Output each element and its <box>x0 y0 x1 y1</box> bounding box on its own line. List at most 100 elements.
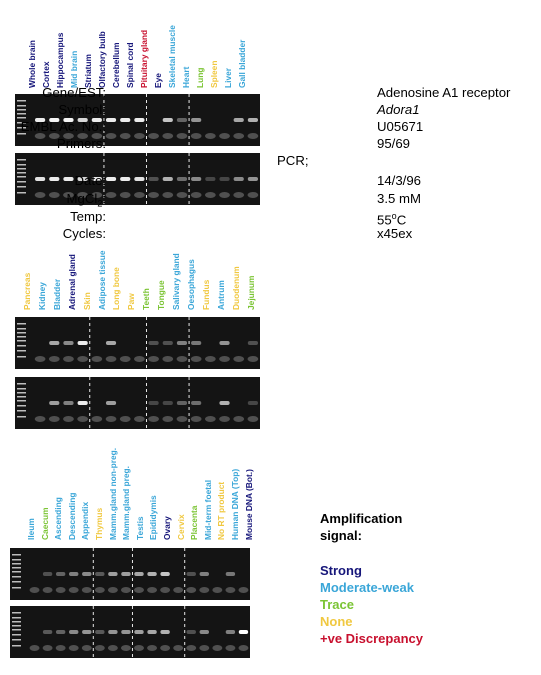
ladder-band <box>17 405 26 407</box>
pcr-band <box>147 630 157 634</box>
primer-dimer-band <box>34 192 46 198</box>
pcr-band <box>134 572 144 576</box>
primer-dimer-band <box>134 356 145 362</box>
pcr-band <box>77 341 88 345</box>
primer-dimer-band <box>148 192 159 198</box>
lane-label: Salivary gland <box>171 253 181 310</box>
pcr-band <box>199 572 209 576</box>
primer-dimer-band <box>119 133 131 139</box>
primer-dimer-band <box>247 416 259 422</box>
primer-dimer-band <box>199 645 210 651</box>
pcr-band <box>176 118 188 122</box>
pcr-band <box>176 341 188 345</box>
pcr-band <box>42 630 53 634</box>
primer-dimer-band <box>247 356 259 362</box>
primer-dimer-band <box>48 133 60 139</box>
pcr-band <box>105 177 117 181</box>
ladder-band <box>17 164 26 166</box>
ladder-band <box>17 122 26 124</box>
primer-dimer-band <box>219 133 230 139</box>
lane-label: Whole brain <box>27 40 37 88</box>
primer-dimer-band <box>190 356 202 362</box>
ladder-band <box>17 127 26 129</box>
pcr-band <box>77 177 88 181</box>
pcr-band <box>134 177 145 181</box>
primer-dimer-band <box>162 133 174 139</box>
primer-dimer-band <box>107 587 118 593</box>
lane-label: Antrum <box>215 280 226 310</box>
primer-dimer-band <box>34 416 46 422</box>
primer-dimer-band <box>42 645 53 651</box>
primer-dimer-band <box>247 192 259 198</box>
lane-label: Striatum <box>83 54 93 88</box>
pcr-band <box>148 341 159 345</box>
primer-dimer-band <box>148 133 159 139</box>
ladder-band <box>17 168 26 170</box>
primer-dimer-band <box>233 356 245 362</box>
gel-image-1b <box>15 153 260 205</box>
primer-dimer-band <box>162 192 174 198</box>
pcr-band <box>49 401 60 405</box>
symbol-label: Symbol: <box>58 102 106 117</box>
legend-title-line2: signal: <box>320 528 362 543</box>
legend-item-moderate: Moderate-weak <box>320 580 414 595</box>
lane-label: Caecum <box>39 507 50 540</box>
lane-label: Liver <box>223 67 233 88</box>
primer-dimer-band <box>176 416 188 422</box>
pcr-band <box>176 177 188 181</box>
pcr-band <box>219 401 230 405</box>
lane-label: Teeth <box>141 288 152 310</box>
pcr-band <box>191 177 202 181</box>
date-label: Date: <box>74 173 106 188</box>
ladder-band <box>17 396 26 398</box>
pcr-band <box>120 177 131 181</box>
ladder-band <box>17 181 26 183</box>
ladder-band <box>12 554 21 556</box>
primer-dimer-band <box>160 645 171 651</box>
ladder-band <box>12 645 21 647</box>
pcr-band <box>121 630 131 634</box>
pcr-band <box>191 341 202 345</box>
primer-dimer-band <box>212 645 223 651</box>
pcr-band <box>63 118 74 122</box>
pcr-band <box>42 572 53 576</box>
primer-dimer-band <box>91 192 103 198</box>
ladder-band <box>12 617 21 619</box>
lane-label: Oesophagus <box>185 259 196 310</box>
lane-label: Cervix <box>175 514 186 540</box>
primer-dimer-band <box>238 645 249 651</box>
pcr-band <box>247 401 259 405</box>
pcr-band <box>162 118 173 122</box>
legend-item-trace: Trace <box>320 597 354 612</box>
gel-image-3a <box>10 548 250 600</box>
ladder-band <box>17 323 26 325</box>
pcr-band <box>55 630 66 634</box>
primer-dimer-band <box>204 133 216 139</box>
lane-label: Jejunum <box>245 275 256 310</box>
ladder-band <box>12 634 21 636</box>
lane-label: Lung <box>195 67 205 88</box>
ladder-band <box>17 392 26 394</box>
ladder-band <box>12 559 21 561</box>
primer-dimer-band <box>119 416 131 422</box>
primer-dimer-band <box>91 416 103 422</box>
ladder-band <box>17 133 26 135</box>
primer-dimer-band <box>68 587 79 593</box>
ladder-band <box>17 109 26 111</box>
ladder-band <box>12 581 21 583</box>
primer-dimer-band <box>247 133 259 139</box>
primer-dimer-band <box>173 587 184 593</box>
gel-svg <box>17 377 259 429</box>
lane-label: Bladder <box>51 278 62 310</box>
ladder-band <box>17 336 26 338</box>
primer-dimer-band <box>233 192 245 198</box>
primer-dimer-band <box>105 416 117 422</box>
primer-dimer-band <box>81 587 92 593</box>
pcr-label: PCR; <box>277 153 309 168</box>
legend-title-line1: Amplification <box>320 511 403 526</box>
pcr-band <box>148 401 159 405</box>
gene-info: Gene/EST: Adenosine A1 receptor Symbol: … <box>21 84 541 244</box>
pcr-band <box>219 177 230 181</box>
ladder-band <box>17 105 26 107</box>
lane-label: Ascending <box>53 497 64 540</box>
